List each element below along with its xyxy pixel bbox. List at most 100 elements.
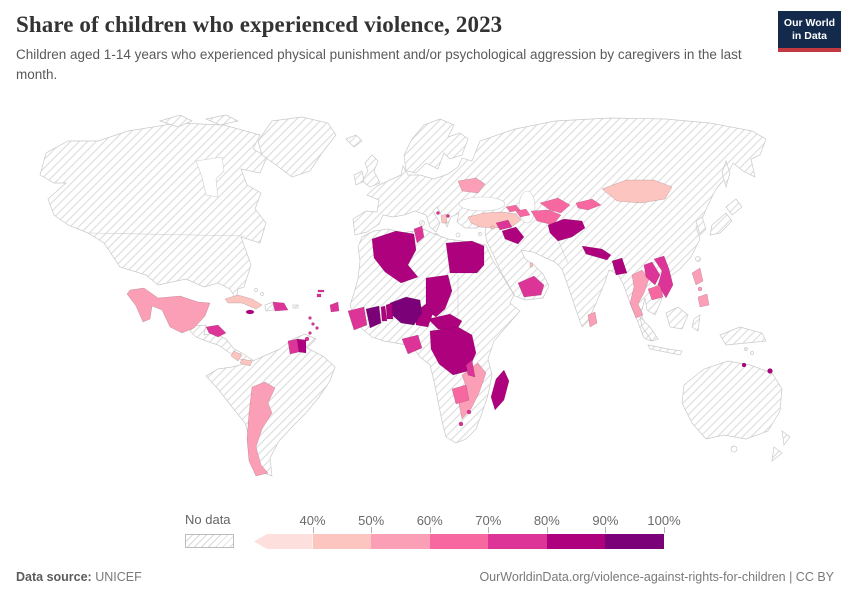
country-malawi[interactable]: Malawi — 70-80% — [465, 359, 476, 378]
legend-color-bar: 40% 50% 60% 70% 80% 90% 100% — [254, 513, 681, 549]
country-gabon[interactable]: Gabon — 70-80% — [401, 334, 423, 355]
sulawesi — [691, 314, 701, 332]
country-tunisia[interactable]: Tunisia — 70-80% — [413, 225, 425, 244]
country-gambia[interactable]: Gambia — 70-80% — [317, 289, 325, 293]
legend-segment[interactable] — [371, 534, 430, 549]
world-map: Mexico — 50-60% Cuba — 40-50% Honduras —… — [10, 113, 840, 510]
new-zealand — [771, 446, 783, 462]
country-georgia[interactable]: Georgia — 60-70% — [505, 204, 521, 213]
country-egypt[interactable]: Egypt — 80-90% — [445, 240, 485, 274]
country-thailand[interactable]: Thailand — 50-60% — [629, 269, 650, 319]
country-zimbabwe[interactable]: Zimbabwe — 60-70% — [451, 384, 470, 405]
no-data-swatch[interactable] — [185, 534, 234, 548]
crete — [455, 232, 461, 238]
legend-segment[interactable] — [488, 534, 547, 549]
country-philippines[interactable]: Philippines — 50-60% — [691, 267, 704, 286]
country-laos[interactable]: Laos — 70-80% — [643, 261, 661, 286]
country-syria[interactable]: Syria — 70-80% — [495, 219, 513, 231]
legend-segment[interactable] — [429, 534, 489, 549]
country-togo[interactable]: Togo — 80-90% — [380, 305, 388, 322]
country-iraq[interactable]: Iraq — 80-90% — [501, 226, 525, 245]
footer-link[interactable]: OurWorldinData.org/violence-against-righ… — [479, 570, 834, 584]
country-bangladesh[interactable]: Bangladesh — 80-90% — [611, 257, 628, 276]
country-honduras[interactable]: Honduras — 70-80% — [205, 324, 227, 338]
bahamas — [260, 292, 264, 296]
owid-logo[interactable]: Our World in Data — [778, 11, 841, 53]
legend-tick-label: 40% — [299, 513, 326, 528]
sardinia — [419, 220, 425, 226]
country-north-macedonia[interactable]: North Macedonia — 70-80% — [446, 214, 450, 218]
legend-tick-mark — [312, 527, 314, 533]
country-cambodia[interactable]: Cambodia — 60-70% — [647, 284, 664, 301]
country-philippines[interactable]: Philippines — 50-60% — [697, 286, 703, 292]
country-afghanistan[interactable]: Afghanistan — 80-90% — [547, 218, 586, 242]
taiwan — [695, 256, 701, 262]
country-costa-rica[interactable]: Costa Rica — 40-50% — [230, 350, 243, 362]
country-mexico[interactable]: Mexico — 50-60% — [126, 287, 211, 334]
legend-tick-mark — [429, 527, 431, 533]
legend-segment[interactable] — [605, 534, 665, 549]
country-sri-lanka[interactable]: Sri Lanka — 50-60% — [587, 311, 598, 328]
hudson-bay — [195, 156, 225, 198]
country-yemen[interactable]: Yemen — 70-80% — [517, 275, 545, 298]
data-countries: Mexico — 50-60% Cuba — 40-50% Honduras —… — [126, 177, 773, 477]
country-fiji[interactable]: Fiji — 80-90% — [767, 368, 773, 374]
country-belarus[interactable]: Belarus — 50-60% — [457, 177, 486, 194]
country-barbados[interactable]: Barbados — 70-80% — [315, 326, 319, 330]
country-vanuatu[interactable]: Vanuatu — 80-90% — [741, 362, 747, 368]
country-turkmenistan[interactable]: Turkmenistan — 60-70% — [530, 209, 562, 226]
country-vietnam[interactable]: Vietnam — 70-80% — [653, 255, 674, 299]
landmass-australia — [681, 360, 783, 440]
country-montenegro[interactable]: Montenegro — 70-80% — [436, 211, 440, 215]
solomon-islands — [750, 351, 754, 355]
country-eswatini[interactable]: Eswatini — 70-80% — [466, 409, 472, 415]
country-kyrgyzstan[interactable]: Kyrgyzstan — 60-70% — [575, 198, 602, 211]
country-cote-divoire[interactable]: Côte d'Ivoire — 70-80% — [347, 306, 368, 331]
legend-tick-label: 70% — [475, 513, 502, 528]
korea — [695, 216, 707, 236]
country-panama[interactable]: Panama — 40-50% — [239, 358, 253, 367]
source-value: UNICEF — [95, 570, 142, 584]
country-madagascar[interactable]: Madagascar — 80-90% — [490, 369, 510, 411]
country-nepal[interactable]: Nepal — 80-90% — [581, 245, 612, 261]
country-nigeria[interactable]: Nigeria — 90-100% — [389, 296, 423, 326]
country-benin[interactable]: Benin — 80-90% — [385, 302, 394, 320]
country-algeria[interactable]: Algeria — 80-90% — [371, 230, 419, 284]
solomon-islands — [744, 347, 748, 351]
sumatra — [639, 315, 659, 342]
country-guinea-bissau[interactable]: Guinea-Bissau — 70-80% — [316, 293, 322, 298]
great-britain — [361, 154, 381, 188]
country-uzbekistan[interactable]: Uzbekistan — 60-70% — [539, 197, 571, 214]
country-dominica[interactable]: Dominica — 70-80% — [308, 316, 312, 320]
bahamas — [254, 288, 258, 292]
legend-segment[interactable] — [312, 534, 372, 549]
country-argentina[interactable]: Argentina — 50-60% — [246, 381, 276, 477]
legend-segment[interactable] — [254, 534, 313, 549]
country-qatar[interactable]: Qatar — 40-50% — [529, 262, 533, 268]
country-lesotho[interactable]: Lesotho — 70-80% — [458, 421, 464, 427]
cyprus — [478, 232, 482, 236]
country-lebanon[interactable]: Lebanon — 40-50% — [490, 225, 495, 230]
page-title: Share of children who experienced violen… — [16, 12, 503, 37]
country-philippines[interactable]: Philippines — 50-60% — [697, 293, 710, 308]
country-grenada[interactable]: Grenada — 70-80% — [308, 331, 312, 335]
country-azerbaijan[interactable]: Azerbaijan — 60-70% — [515, 208, 531, 218]
caspian-sea — [518, 190, 536, 224]
legend-tick-mark — [664, 527, 665, 533]
page-subtitle: Children aged 1-14 years who experienced… — [16, 47, 742, 82]
country-ghana[interactable]: Ghana — 90-100% — [365, 305, 382, 329]
country-saint-lucia[interactable]: Saint Lucia — 70-80% — [311, 322, 315, 326]
country-suriname[interactable]: Suriname — 80-90% — [296, 338, 307, 354]
legend-tick-mark — [546, 527, 548, 533]
legend-segment[interactable] — [546, 534, 606, 549]
country-sierra-leone[interactable]: Sierra Leone — 70-80% — [329, 301, 340, 313]
country-dominican-republic[interactable]: Dominican Republic — 70-80% — [272, 301, 289, 312]
owid-logo-line1: Our World — [783, 17, 836, 29]
country-mongolia[interactable]: Mongolia — 40-50% — [601, 179, 673, 204]
country-cuba[interactable]: Cuba — 40-50% — [224, 294, 263, 310]
country-jamaica[interactable]: Jamaica — 80-90% — [245, 309, 255, 315]
country-albania[interactable]: Albania — 40-50% — [440, 213, 448, 224]
country-central-african-republic[interactable]: Central African Republic — 80-90% — [427, 313, 463, 332]
arctic-islands — [204, 114, 240, 126]
iceland — [345, 134, 363, 148]
